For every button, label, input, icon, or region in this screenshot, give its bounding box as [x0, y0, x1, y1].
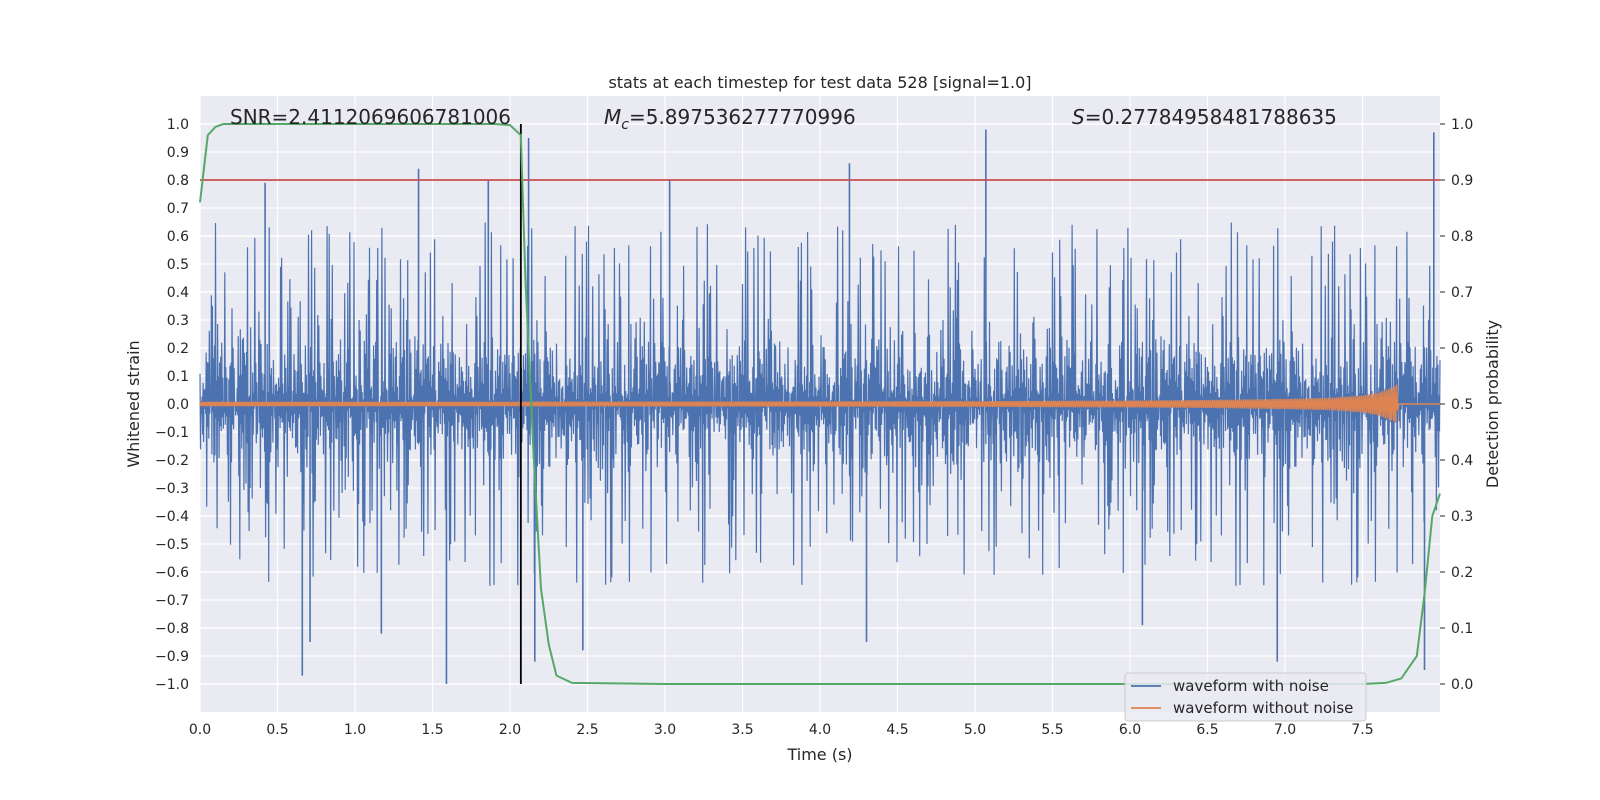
right-y-tick-label: 0.7 — [1451, 285, 1473, 301]
x-tick-label: 6.5 — [1196, 722, 1218, 738]
left-y-tick-label: −1.0 — [155, 677, 189, 693]
right-y-axis: 0.0 0.1 0.2 0.3 0.4 0.5 0.6 0.7 0.8 0.9 1.0 — [1440, 117, 1473, 693]
chirp-mass-symbol: M — [604, 105, 621, 129]
left-y-tick-label: 1.0 — [167, 117, 189, 133]
x-tick-label: 3.0 — [654, 722, 676, 738]
right-y-tick-label: 0.1 — [1451, 621, 1473, 637]
left-y-tick-label: 0.5 — [167, 257, 189, 273]
right-y-tick-label: 0.9 — [1451, 173, 1473, 189]
x-tick-label: 1.5 — [421, 722, 443, 738]
chart-title: stats at each timestep for test data 528… — [608, 73, 1031, 92]
snr-annotation: SNR=2.4112069606781006 — [230, 105, 511, 129]
left-y-tick-label: −0.8 — [155, 621, 189, 637]
left-y-tick-label: 0.9 — [167, 145, 189, 161]
left-y-tick-label: −0.6 — [155, 565, 189, 581]
legend: waveform with noise waveform without noi… — [1124, 672, 1367, 722]
x-tick-label: 4.0 — [809, 722, 831, 738]
chirp-mass-subscript: c — [621, 117, 629, 133]
legend-label-clean: waveform without noise — [1173, 699, 1353, 717]
right-y-tick-label: 0.4 — [1451, 453, 1473, 469]
left-y-tick-label: 0.3 — [167, 313, 189, 329]
x-tick-label: 7.0 — [1274, 722, 1296, 738]
right-y-tick-label: 0.3 — [1451, 509, 1473, 525]
left-y-tick-label: 0.6 — [167, 229, 189, 245]
left-y-tick-label: 0.8 — [167, 173, 189, 189]
x-tick-label: 0.5 — [266, 722, 288, 738]
x-tick-label: 5.0 — [964, 722, 986, 738]
s-value: =0.27784958481788635 — [1085, 105, 1337, 129]
x-axis: 0.0 0.5 1.0 1.5 2.0 2.5 3.0 3.5 4.0 4.5 5.0 5.5 6.0 6… — [189, 722, 1374, 738]
s-symbol: S — [1072, 105, 1085, 129]
legend-label-noisy: waveform with noise — [1173, 677, 1329, 695]
left-y-tick-label: 0.1 — [167, 369, 189, 385]
x-tick-label: 3.5 — [731, 722, 753, 738]
noisy-waveform-line — [199, 222, 1441, 586]
right-y-axis-label: Detection probability — [1483, 320, 1502, 488]
x-tick-label: 4.5 — [886, 722, 908, 738]
x-tick-label: 0.0 — [189, 722, 211, 738]
left-y-tick-label: −0.5 — [155, 537, 189, 553]
left-y-tick-label: −0.3 — [155, 481, 189, 497]
left-y-tick-label: 0.4 — [167, 285, 189, 301]
right-y-tick-label: 0.5 — [1451, 397, 1473, 413]
x-tick-label: 2.0 — [499, 722, 521, 738]
left-y-tick-label: −0.1 — [155, 425, 189, 441]
legend-box — [1124, 672, 1367, 722]
left-y-axis-label: Whitened strain — [124, 340, 143, 467]
series-layer — [199, 123, 1441, 685]
left-y-tick-label: 0.0 — [167, 397, 189, 413]
right-y-tick-label: 0.2 — [1451, 565, 1473, 581]
chirp-mass-annotation: Mc=5.897536277770996 — [604, 105, 856, 133]
x-tick-label: 6.0 — [1119, 722, 1141, 738]
left-y-tick-label: −0.4 — [155, 509, 189, 525]
left-y-axis: −1.0 −0.9 −0.8 −0.7 −0.6 −0.5 −0.4 −0.3 −0.2 −0.1… — [155, 117, 189, 693]
x-tick-label: 7.5 — [1351, 722, 1373, 738]
s-annotation: S=0.27784958481788635 — [1072, 105, 1337, 129]
left-y-tick-label: −0.9 — [155, 649, 189, 665]
left-y-tick-label: 0.7 — [167, 201, 189, 217]
left-y-tick-label: 0.2 — [167, 341, 189, 357]
clean-waveform-line — [199, 384, 1440, 423]
right-y-tick-label: 1.0 — [1451, 117, 1473, 133]
x-tick-label: 5.5 — [1041, 722, 1063, 738]
right-y-tick-label: 0.6 — [1451, 341, 1473, 357]
right-y-tick-label: 0.8 — [1451, 229, 1473, 245]
detection-probability-line — [199, 123, 1441, 685]
right-y-tick-label: 0.0 — [1451, 677, 1473, 693]
left-y-tick-label: −0.2 — [155, 453, 189, 469]
x-tick-label: 2.5 — [576, 722, 598, 738]
x-tick-label: 1.0 — [344, 722, 366, 738]
left-y-tick-label: −0.7 — [155, 593, 189, 609]
chirp-mass-value: =5.897536277770996 — [629, 105, 856, 129]
x-axis-label: Time (s) — [786, 745, 852, 764]
